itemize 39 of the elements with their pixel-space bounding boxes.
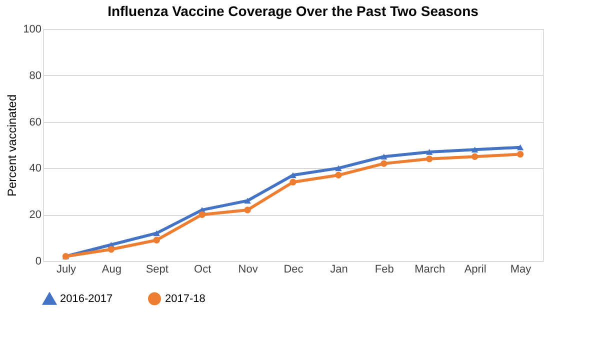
point [244,206,251,214]
point [153,236,160,244]
point [290,178,296,186]
point [244,198,251,204]
y-tick-label: 20 [29,209,42,222]
y-tick-label: 80 [29,70,42,82]
point [290,172,296,178]
legend-label: 2016-2017 [60,293,113,306]
x-tick-label: March [414,264,446,276]
point [380,160,388,167]
x-tick-label: Jan [330,264,348,276]
point [153,230,160,236]
point [335,172,342,179]
chart-title: Influenza Vaccine Coverage Over the Past Two Seasons [108,3,479,19]
y-axis-title: Percent vaccinated [5,94,20,197]
point [471,153,478,160]
y-tick-label: 60 [29,116,42,128]
x-tick-label: May [510,264,532,276]
x-tick-label: Dec [284,264,304,276]
x-tick-label: July [56,264,77,276]
x-tick-label: April [464,264,486,276]
point [380,154,388,160]
point [516,144,524,150]
point [335,165,342,172]
x-tick-label: Nov [238,264,258,276]
point [108,246,115,253]
point [471,146,478,153]
x-tick-label: Oct [194,264,212,276]
point [426,156,433,162]
point [198,211,206,218]
x-tick-label: Feb [374,264,394,276]
legend-label: 2017-18 [165,292,206,305]
y-tick-label: 100 [23,24,42,36]
x-tick-label: Aug [102,264,122,276]
point [516,150,524,158]
y-tick-label: 0 [35,256,42,268]
point [426,149,433,155]
y-tick-label: 40 [29,162,42,175]
x-tick-label: Sept [146,264,168,276]
